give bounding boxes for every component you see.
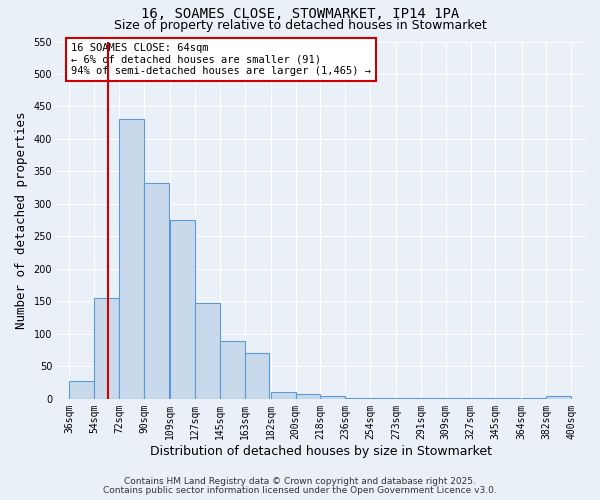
X-axis label: Distribution of detached houses by size in Stowmarket: Distribution of detached houses by size … [150,444,492,458]
Text: Contains public sector information licensed under the Open Government Licence v3: Contains public sector information licen… [103,486,497,495]
Bar [446,398,470,399]
Bar [345,398,370,399]
Bar [119,120,144,399]
Text: Size of property relative to detached houses in Stowmarket: Size of property relative to detached ho… [113,18,487,32]
Bar [94,298,119,399]
Y-axis label: Number of detached properties: Number of detached properties [15,112,28,329]
Bar [521,398,547,399]
Bar [470,398,496,399]
Bar [296,394,320,399]
Bar [220,341,245,399]
Text: 16, SOAMES CLOSE, STOWMARKET, IP14 1PA: 16, SOAMES CLOSE, STOWMARKET, IP14 1PA [141,8,459,22]
Bar [70,380,94,399]
Bar [547,396,571,399]
Bar [421,398,446,399]
Text: Contains HM Land Registry data © Crown copyright and database right 2025.: Contains HM Land Registry data © Crown c… [124,478,476,486]
Bar [370,398,395,399]
Text: 16 SOAMES CLOSE: 64sqm
← 6% of detached houses are smaller (91)
94% of semi-deta: 16 SOAMES CLOSE: 64sqm ← 6% of detached … [71,43,371,76]
Bar [245,352,269,399]
Bar [271,392,296,399]
Bar [144,183,169,399]
Bar [195,304,220,399]
Bar [320,396,345,399]
Bar [170,220,195,399]
Bar [496,398,520,399]
Bar [396,398,421,399]
